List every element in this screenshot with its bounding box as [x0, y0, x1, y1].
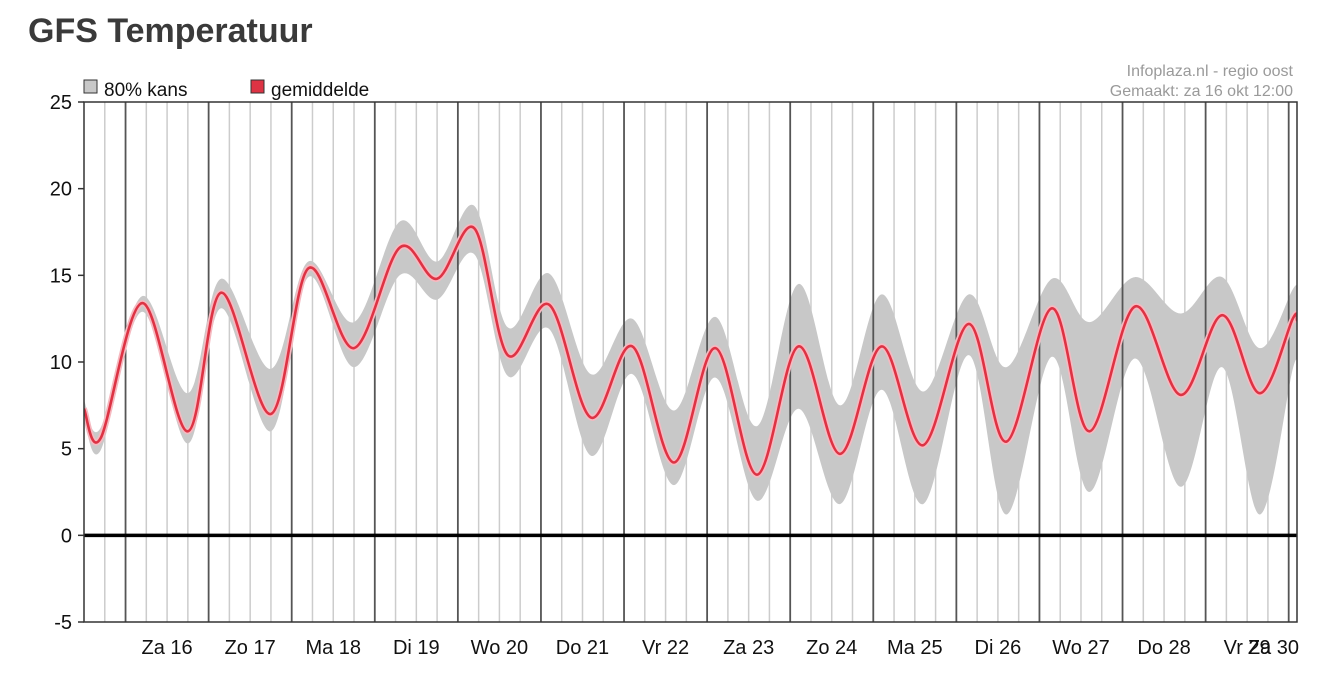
x-axis-ticks: Za 16 Zo 17 Ma 18 Di 19 Wo 20 Do 21 Vr 22 Za 23…	[142, 637, 1299, 659]
x-tick-label: Di 26	[975, 637, 1022, 659]
source-label: Infoplaza.nl - regio oost	[1127, 63, 1294, 80]
y-tick-label: 20	[50, 179, 72, 201]
x-tick-label: Vr 22	[642, 637, 689, 659]
x-tick-label: Za 16	[142, 637, 193, 659]
confidence-band-layer	[84, 204, 1297, 515]
mean-line-layer	[84, 223, 1297, 478]
mean-line	[84, 225, 1297, 477]
legend-label-mean: gemiddelde	[271, 80, 369, 101]
x-tick-label: Ma 18	[305, 637, 361, 659]
y-tick-label: 0	[61, 525, 72, 547]
created-label: Gemaakt: za 16 okt 12:00	[1110, 83, 1293, 100]
y-axis-ticks: -5 0 5 10 15 20 25	[50, 92, 84, 634]
x-tick-label: Di 19	[393, 637, 440, 659]
x-tick-label: Wo 20	[471, 637, 528, 659]
legend-swatch-band	[83, 79, 98, 94]
y-tick-label: 10	[50, 352, 72, 374]
legend-label-band: 80% kans	[104, 80, 187, 101]
x-tick-label: Ma 25	[887, 637, 943, 659]
chart-title: GFS Temperatuur	[28, 12, 313, 50]
x-tick-label: Za 30	[1248, 637, 1299, 659]
x-tick-label: Vr 29	[1224, 637, 1271, 659]
legend-swatch-mean	[250, 79, 265, 94]
x-tick-label: Zo 17	[225, 637, 276, 659]
x-tick-label: Do 28	[1137, 637, 1190, 659]
legend: 80% kans gemiddelde	[83, 79, 369, 101]
y-tick-label: -5	[54, 612, 72, 634]
y-tick-label: 15	[50, 265, 72, 287]
x-tick-label: Zo 24	[806, 637, 857, 659]
y-tick-label: 25	[50, 92, 72, 114]
x-tick-label: Do 21	[556, 637, 609, 659]
confidence-band	[84, 204, 1297, 515]
y-tick-label: 5	[61, 439, 72, 461]
x-tick-label: Wo 27	[1052, 637, 1109, 659]
x-tick-label: Za 23	[723, 637, 774, 659]
